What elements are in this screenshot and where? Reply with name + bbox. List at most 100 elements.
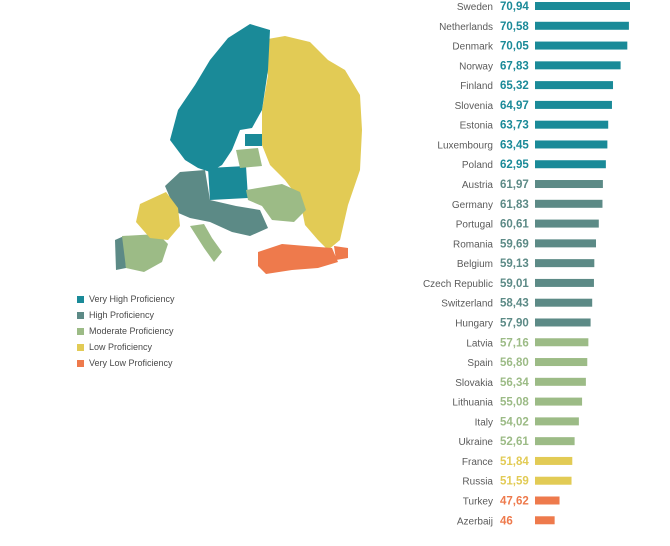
bar-value-label: 55,08	[500, 397, 529, 409]
bar	[535, 199, 603, 208]
map-region-baltic-vh	[245, 134, 262, 146]
bar	[535, 2, 630, 10]
legend-swatch	[77, 295, 84, 303]
bar-country-label: Turkey	[463, 497, 493, 508]
bar	[535, 397, 583, 406]
bar	[535, 100, 612, 109]
legend-label: High Proficiency	[89, 310, 155, 320]
bar	[535, 61, 621, 70]
bar-country-label: Russia	[462, 477, 493, 488]
bar-country-label: Luxembourg	[437, 140, 493, 151]
bar-country-label: Belgium	[457, 259, 493, 270]
bar	[535, 456, 573, 465]
bar-value-label: 59,13	[500, 258, 529, 270]
bar	[535, 417, 579, 426]
legend-item: Low Proficiency	[77, 339, 175, 355]
bar	[535, 140, 608, 149]
bar	[535, 516, 555, 525]
bar-country-label: Austria	[462, 180, 494, 191]
bar-value-label: 64,97	[500, 100, 529, 112]
bar-value-label: 56,34	[500, 377, 529, 389]
map-region-france	[136, 192, 180, 240]
bar-country-label: Lithuania	[452, 398, 493, 409]
legend-swatch	[77, 343, 84, 351]
legend-swatch	[77, 327, 84, 335]
bar-value-label: 58,43	[500, 298, 529, 310]
legend-item: Moderate Proficiency	[77, 323, 175, 339]
map-region-turkey	[258, 244, 338, 274]
bar-country-label: Netherlands	[439, 22, 493, 33]
bar-country-label: Ukraine	[459, 437, 494, 448]
bar-country-label: Switzerland	[441, 299, 493, 310]
bar	[535, 298, 593, 307]
map-region-russia	[262, 36, 362, 250]
bar-country-label: Denmark	[452, 42, 494, 53]
bar	[535, 160, 606, 169]
bar-country-label: Germany	[452, 200, 493, 211]
bar-country-label: Sweden	[457, 2, 493, 13]
map-region-central-high	[165, 170, 268, 236]
bar	[535, 278, 594, 287]
bar-country-label: Norway	[459, 61, 493, 72]
bar	[535, 81, 614, 90]
bar-value-label: 59,01	[500, 278, 529, 290]
bar	[535, 180, 603, 189]
bar-value-label: 70,58	[500, 21, 529, 33]
bar-country-label: Romania	[453, 239, 493, 250]
map-region-italy	[190, 224, 222, 262]
legend-item: Very Low Proficiency	[77, 355, 175, 371]
bar	[535, 219, 599, 228]
bar-country-label: Estonia	[460, 121, 494, 132]
bar-value-label: 70,94	[500, 1, 529, 13]
map-region-baltic-mod	[236, 148, 262, 168]
bar-country-label: Finland	[460, 81, 493, 92]
bar-country-label: Spain	[467, 358, 493, 369]
bar-value-label: 70,05	[500, 41, 529, 53]
bar	[535, 239, 597, 248]
bar	[535, 437, 575, 446]
map-region-poland	[208, 166, 248, 200]
legend: Very High Proficiency High Proficiency M…	[77, 291, 175, 371]
bar	[535, 21, 629, 30]
bar-value-label: 62,95	[500, 159, 529, 171]
bar-value-label: 57,90	[500, 317, 529, 329]
bar	[535, 338, 589, 347]
bar-country-label: Slovenia	[455, 101, 494, 112]
legend-swatch	[77, 359, 84, 367]
bar-country-label: Portugal	[456, 220, 493, 231]
bar	[535, 318, 591, 327]
bar-country-label: Czech Republic	[423, 279, 493, 290]
legend-label: Very Low Proficiency	[89, 358, 173, 368]
legend-label: Very High Proficiency	[89, 294, 175, 304]
legend-swatch	[77, 311, 84, 319]
bar-value-label: 60,61	[500, 219, 529, 231]
bar-value-label: 67,83	[500, 60, 529, 72]
bar-value-label: 56,80	[500, 357, 529, 369]
legend-label: Moderate Proficiency	[89, 326, 174, 336]
bar-value-label: 47,62	[500, 496, 529, 508]
legend-label: Low Proficiency	[89, 342, 153, 352]
bar	[535, 476, 572, 485]
bar-value-label: 63,73	[500, 120, 529, 132]
bar	[535, 377, 586, 386]
bar-country-label: Slovakia	[455, 378, 493, 389]
bar	[535, 358, 588, 367]
bar-value-label: 51,84	[500, 456, 529, 468]
bar-value-label: 59,69	[500, 238, 529, 250]
bar-value-label: 54,02	[500, 416, 529, 428]
bar-country-label: Latvia	[466, 338, 493, 349]
bar	[535, 41, 628, 50]
bar	[535, 120, 609, 129]
europe-proficiency-map	[115, 24, 362, 274]
bar-value-label: 63,45	[500, 139, 529, 151]
legend-item: Very High Proficiency	[77, 291, 175, 307]
map-region-spain	[122, 234, 168, 272]
map-region-azerbaijan	[334, 246, 348, 260]
bar-value-label: 57,16	[500, 337, 529, 349]
bar-country-label: Hungary	[455, 318, 493, 329]
bar-value-label: 65,32	[500, 80, 529, 92]
bar-country-label: France	[462, 457, 494, 468]
map-region-ukraine	[246, 184, 306, 222]
bar-country-label: Italy	[475, 417, 493, 428]
